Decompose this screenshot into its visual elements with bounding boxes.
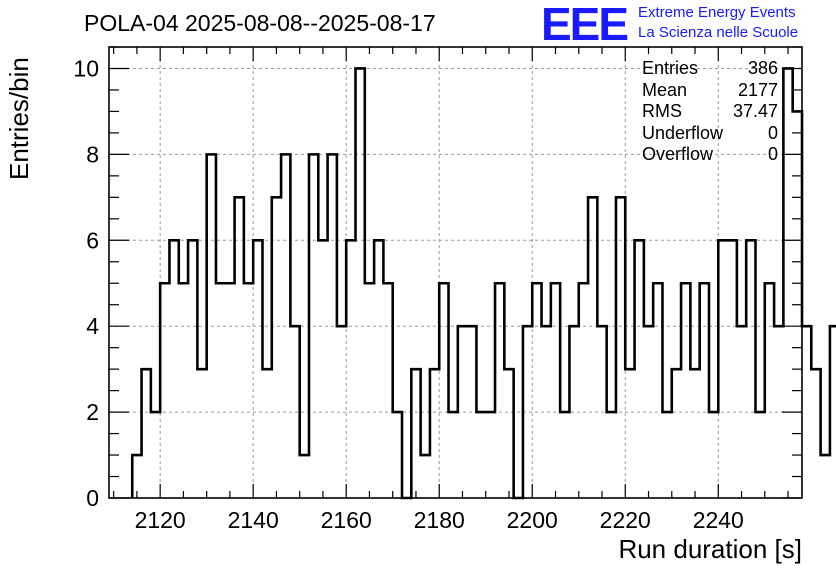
y-tick-label: 6 bbox=[86, 227, 99, 253]
plot-frame bbox=[108, 46, 803, 499]
stats-value: 37.47 bbox=[732, 101, 778, 121]
y-tick-label: 8 bbox=[86, 141, 99, 167]
stats-value: 0 bbox=[767, 144, 778, 164]
stats-label: Mean bbox=[642, 79, 688, 100]
stats-label: Overflow bbox=[642, 144, 714, 164]
stats-row-entries: Entries 386 bbox=[642, 58, 778, 80]
y-tick-label: 10 bbox=[73, 55, 99, 81]
tick-labels: 2120 2140 2160 2180 2200 2220 2240 0 2 4 6 8 10 bbox=[73, 55, 743, 533]
axis-ticks bbox=[109, 46, 802, 499]
chart-title: POLA-04 2025-08-08--2025-08-17 bbox=[84, 10, 436, 36]
logo-line-2: La Scienza nelle Scuole bbox=[638, 24, 799, 41]
x-tick-label: 2120 bbox=[135, 507, 186, 533]
x-tick-label: 2160 bbox=[321, 507, 372, 533]
logo-caption: Extreme Energy Events La Scienza nelle S… bbox=[638, 3, 798, 43]
stats-label: Underflow bbox=[642, 122, 724, 143]
y-tick-label: 2 bbox=[86, 399, 99, 425]
stats-value: 0 bbox=[767, 122, 778, 143]
stats-value: 2177 bbox=[737, 79, 778, 100]
eee-logo: EEE bbox=[541, 0, 629, 50]
stats-row-rms: RMS 37.47 bbox=[642, 101, 778, 123]
stats-value: 386 bbox=[747, 58, 778, 78]
y-axis-label: Entries/bin bbox=[4, 57, 34, 180]
x-tick-label: 2240 bbox=[693, 507, 744, 533]
stats-box: Entries 386 Mean 2177 RMS 37.47 Underflo… bbox=[642, 58, 778, 166]
y-tick-label: 0 bbox=[86, 485, 99, 511]
x-tick-label: 2180 bbox=[414, 507, 465, 533]
x-axis-label: Run duration [s] bbox=[618, 534, 802, 564]
stats-row-mean: Mean 2177 bbox=[642, 80, 778, 102]
y-tick-label: 4 bbox=[86, 313, 99, 339]
stats-label: RMS bbox=[642, 101, 682, 121]
histogram-series bbox=[130, 67, 836, 500]
stats-row-overflow: Overflow 0 bbox=[642, 144, 778, 166]
x-tick-label: 2140 bbox=[228, 507, 279, 533]
grid-lines bbox=[109, 47, 802, 498]
stats-row-underflow: Underflow 0 bbox=[642, 123, 778, 145]
x-tick-label: 2200 bbox=[507, 507, 558, 533]
stats-label: Entries bbox=[642, 58, 699, 78]
logo-line-1: Extreme Energy Events bbox=[638, 4, 796, 21]
x-tick-label: 2220 bbox=[600, 507, 651, 533]
